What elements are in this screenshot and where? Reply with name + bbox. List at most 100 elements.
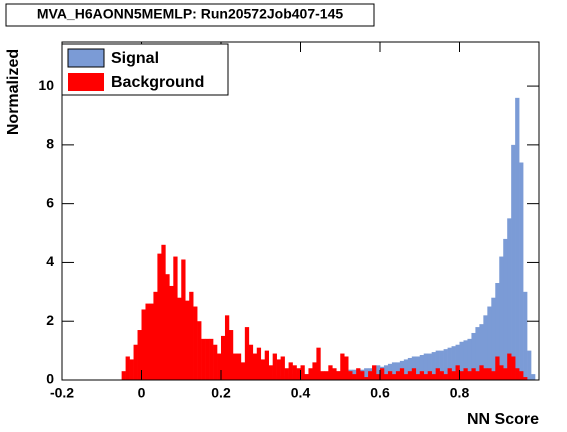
x-tick-label: 0.6 bbox=[370, 385, 390, 401]
signal-bar bbox=[419, 355, 425, 380]
background-bar bbox=[264, 350, 269, 380]
signal-bar bbox=[364, 368, 369, 380]
signal-bar bbox=[439, 350, 444, 380]
background-bar bbox=[475, 371, 480, 380]
background-bar bbox=[312, 362, 317, 380]
signal-bar bbox=[483, 315, 488, 380]
background-bar bbox=[447, 368, 452, 380]
background-bar bbox=[157, 253, 162, 380]
background-bar bbox=[380, 368, 385, 380]
background-bar bbox=[463, 368, 468, 380]
background-bar bbox=[487, 368, 492, 380]
background-bar bbox=[352, 374, 357, 380]
background-bar bbox=[511, 356, 516, 380]
signal-bar bbox=[415, 356, 421, 380]
background-bar bbox=[308, 368, 313, 380]
background-bar bbox=[205, 338, 210, 380]
legend-swatch bbox=[67, 48, 105, 68]
background-bar bbox=[503, 368, 508, 380]
background-bar bbox=[296, 368, 301, 380]
background-bar bbox=[467, 371, 472, 380]
background-bar bbox=[383, 374, 389, 380]
background-bar bbox=[403, 374, 409, 380]
background-bar bbox=[364, 377, 369, 380]
signal-bar bbox=[443, 349, 448, 380]
x-tick-label: 0.4 bbox=[291, 385, 311, 401]
signal-bar bbox=[455, 344, 460, 380]
background-bar bbox=[121, 371, 126, 380]
background-bar bbox=[141, 309, 146, 380]
background-bar bbox=[507, 353, 512, 380]
background-bar bbox=[372, 365, 377, 380]
background-bar bbox=[224, 315, 230, 380]
background-bar bbox=[332, 368, 337, 380]
background-bar bbox=[272, 353, 277, 380]
background-bar bbox=[328, 365, 333, 380]
background-bar bbox=[268, 365, 273, 380]
background-bar bbox=[197, 321, 202, 380]
background-bar bbox=[439, 371, 444, 380]
signal-bar bbox=[531, 374, 536, 380]
background-bar bbox=[137, 330, 142, 380]
x-tick-label: 0.2 bbox=[211, 385, 231, 401]
signal-bar bbox=[391, 362, 397, 380]
signal-bar bbox=[499, 256, 504, 380]
signal-bar bbox=[463, 340, 468, 380]
background-bar bbox=[232, 353, 238, 380]
background-bar bbox=[149, 303, 154, 380]
background-bar bbox=[193, 306, 198, 380]
background-bar bbox=[368, 371, 373, 380]
signal-bar bbox=[423, 353, 428, 380]
y-tick-label: 10 bbox=[38, 77, 54, 93]
background-bar bbox=[213, 344, 218, 380]
background-bar bbox=[431, 374, 436, 380]
background-bar bbox=[189, 291, 194, 380]
background-bar bbox=[133, 344, 138, 380]
background-bar bbox=[292, 365, 297, 380]
background-bar bbox=[161, 244, 166, 380]
background-bar bbox=[344, 356, 349, 380]
y-tick-label: 2 bbox=[46, 312, 54, 328]
background-bar bbox=[483, 368, 488, 380]
y-axis-title: Normalized bbox=[5, 49, 22, 135]
background-bar bbox=[356, 368, 361, 380]
background-bar bbox=[201, 338, 206, 380]
background-bar bbox=[284, 368, 289, 380]
signal-bar bbox=[383, 365, 389, 380]
signal-bar bbox=[435, 350, 440, 380]
y-tick-label: 6 bbox=[46, 194, 54, 210]
background-bar bbox=[304, 374, 309, 380]
signal-bar bbox=[471, 332, 476, 380]
signal-bar bbox=[403, 359, 409, 380]
background-bar bbox=[499, 365, 504, 380]
background-bar bbox=[252, 353, 258, 380]
background-bar bbox=[471, 368, 476, 380]
background-bar bbox=[443, 374, 448, 380]
chart-title: MVA_H6AONN5MEMLP: Run20572Job407-145 bbox=[37, 6, 343, 22]
background-bar bbox=[495, 356, 500, 380]
background-bar bbox=[228, 330, 234, 380]
background-bar bbox=[280, 356, 285, 380]
background-bar bbox=[288, 362, 293, 380]
background-bar bbox=[320, 371, 325, 380]
legend-swatch bbox=[68, 73, 104, 91]
background-bar bbox=[459, 371, 464, 380]
background-bar bbox=[248, 344, 254, 380]
background-bar bbox=[129, 359, 134, 380]
signal-bar bbox=[527, 350, 532, 380]
x-tick-label: 0 bbox=[138, 385, 146, 401]
background-bar bbox=[411, 368, 417, 380]
background-bar bbox=[125, 356, 130, 380]
background-bar bbox=[479, 365, 484, 380]
background-bar bbox=[165, 274, 170, 380]
background-bar bbox=[336, 371, 341, 380]
background-bar bbox=[376, 374, 381, 380]
background-bar bbox=[240, 362, 246, 380]
background-bar bbox=[185, 300, 190, 380]
background-bar bbox=[169, 285, 174, 380]
signal-bar bbox=[519, 162, 524, 380]
background-bar bbox=[399, 368, 405, 380]
background-bar bbox=[519, 371, 524, 380]
signal-bar bbox=[451, 346, 456, 380]
background-bar bbox=[244, 327, 250, 380]
